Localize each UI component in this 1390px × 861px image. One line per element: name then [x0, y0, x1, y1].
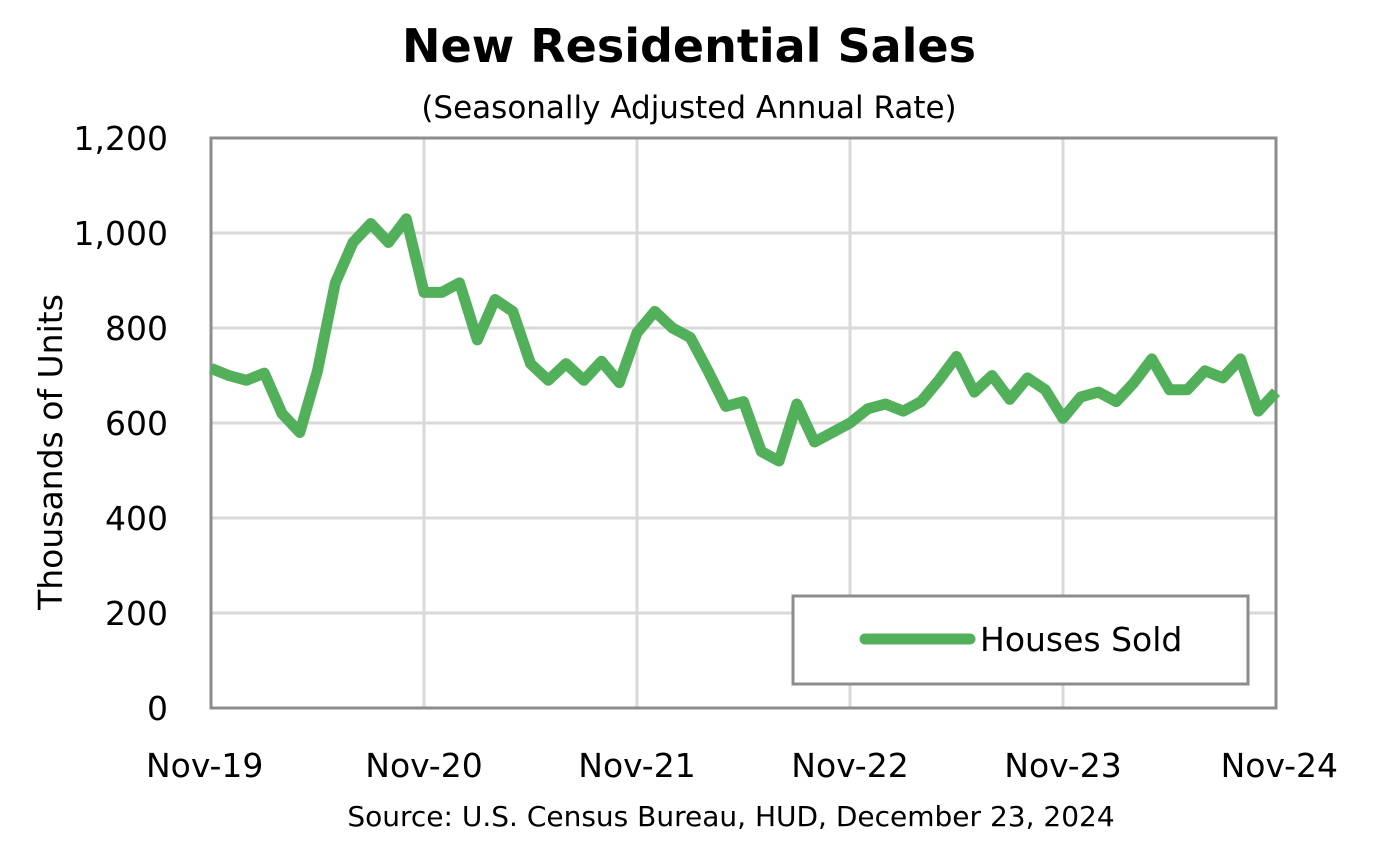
- y-axis-ticks: 0 200 400 600 800 1,000 1,200: [74, 119, 168, 728]
- legend-box: [791, 594, 1250, 686]
- x-tick-label-3: Nov-22: [791, 746, 908, 785]
- x-tick-label-0: Nov-19: [146, 746, 263, 785]
- y-tick-label-6: 1,200: [74, 119, 168, 158]
- x-tick-label-1: Nov-20: [365, 746, 482, 785]
- x-tick-label-5: Nov-24: [1221, 746, 1338, 785]
- y-axis-label: Thousands of Units: [31, 294, 70, 611]
- x-tick-label-2: Nov-21: [578, 746, 695, 785]
- x-axis-ticks: Nov-19 Nov-20 Nov-21 Nov-22 Nov-23 Nov-24: [146, 746, 1338, 785]
- y-tick-label-1: 200: [105, 594, 168, 633]
- chart-title: New Residential Sales: [402, 19, 976, 73]
- x-tick-label-4: Nov-23: [1004, 746, 1121, 785]
- series-layer: [208, 213, 1281, 467]
- legend: Houses Sold: [791, 594, 1250, 686]
- plot-area-border: [209, 136, 1278, 710]
- y-tick-label-5: 1,000: [74, 214, 168, 253]
- chart-subtitle: (Seasonally Adjusted Annual Rate): [421, 90, 956, 126]
- y-tick-label-4: 800: [105, 309, 168, 348]
- source-note: Source: U.S. Census Bureau, HUD, Decembe…: [347, 800, 1114, 833]
- y-tick-label-2: 400: [105, 499, 168, 538]
- y-tick-label-3: 600: [105, 404, 168, 443]
- legend-label-houses-sold: Houses Sold: [980, 620, 1182, 659]
- series-line-houses-sold: [208, 213, 1281, 467]
- y-tick-label-0: 0: [147, 689, 168, 728]
